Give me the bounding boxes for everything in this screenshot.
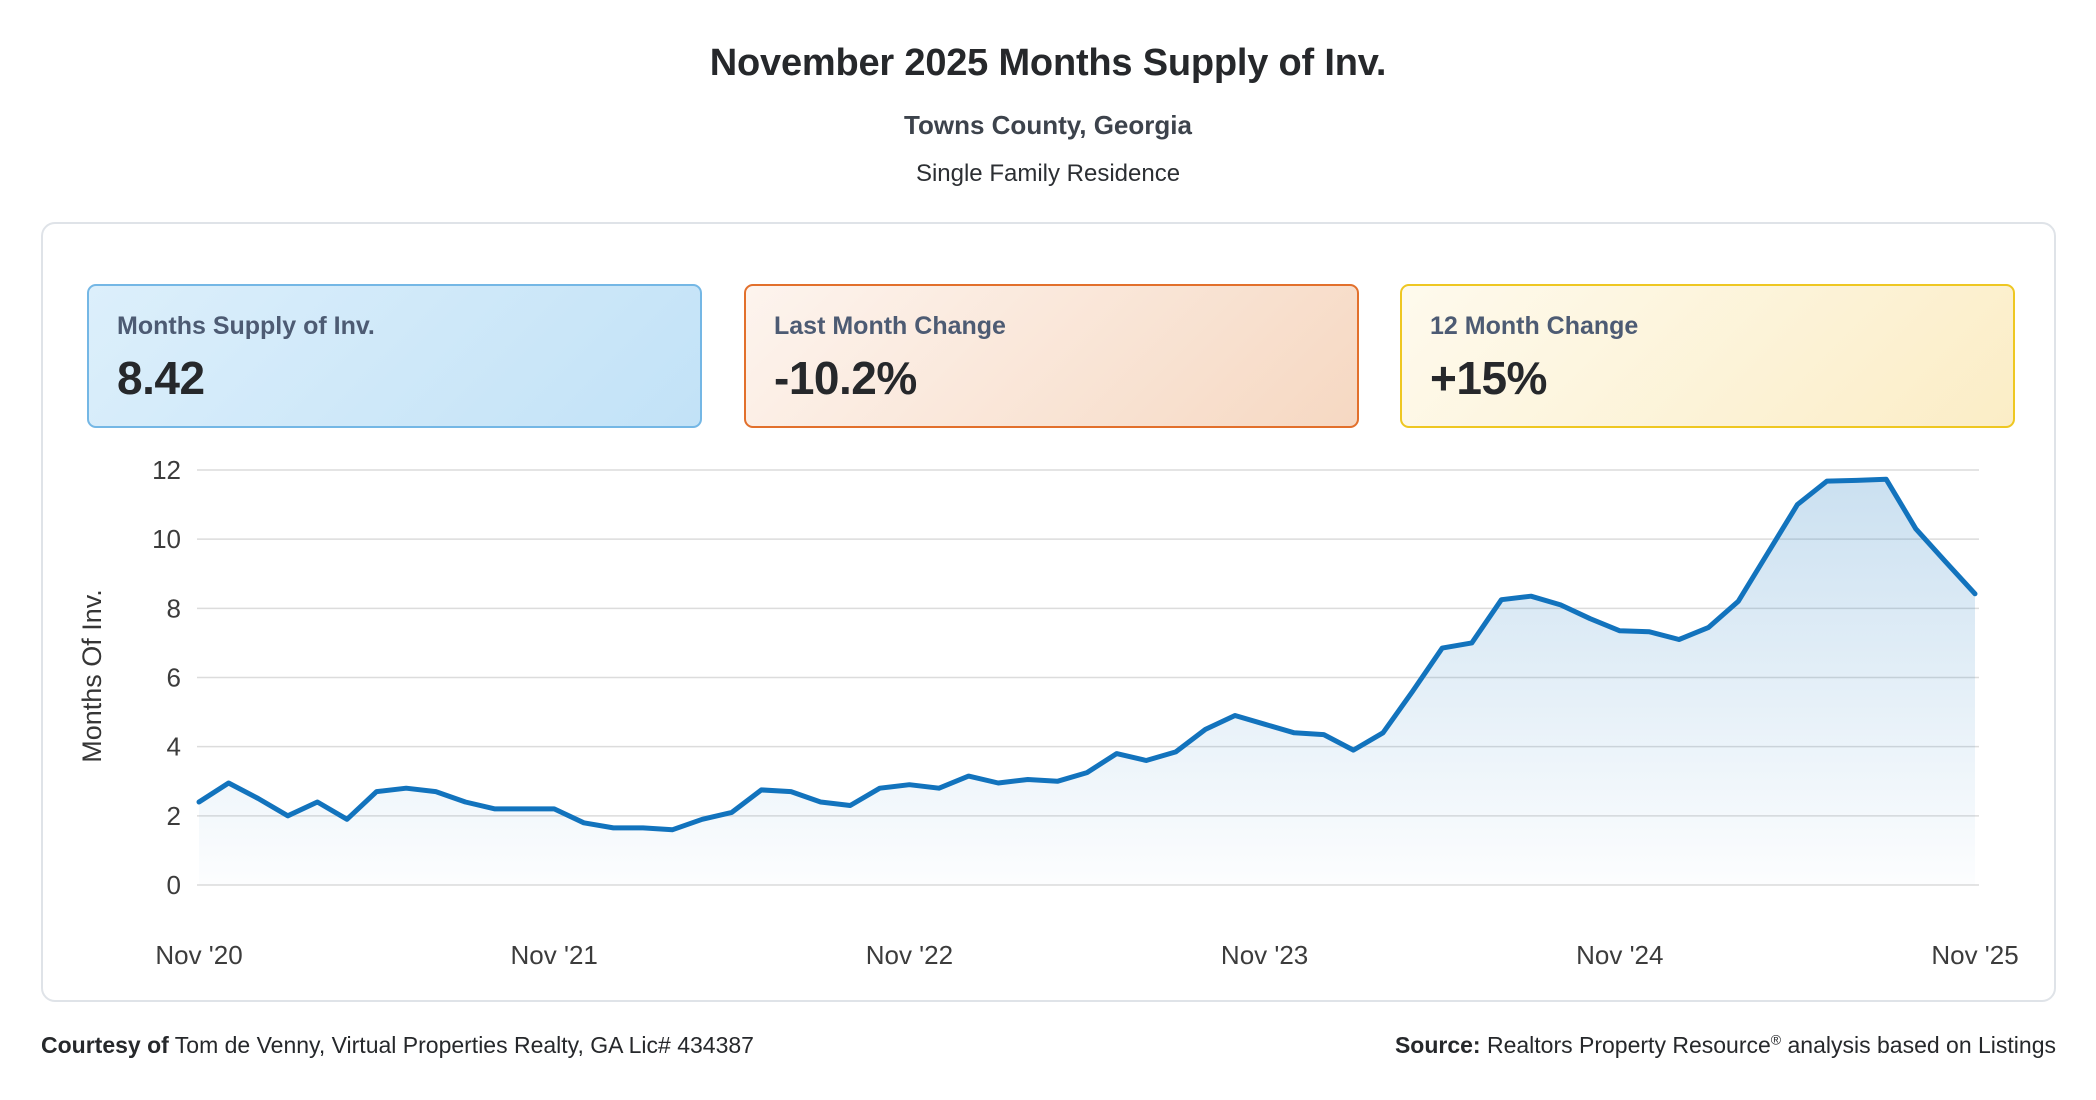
series-area-fill bbox=[199, 479, 1975, 885]
y-tick-label: 2 bbox=[167, 801, 181, 831]
y-tick-label: 12 bbox=[152, 455, 181, 485]
months-supply-chart-svg: 0 2 4 6 8 10 12 Months Of Inv. Nov '20 Nov '21 Nov… bbox=[77, 455, 2019, 970]
stat-card-12-month-change: 12 Month Change +15% bbox=[1400, 284, 2015, 428]
stat-card-label: 12 Month Change bbox=[1430, 312, 1639, 340]
courtesy-line: Courtesy of Tom de Venny, Virtual Proper… bbox=[41, 1032, 754, 1059]
stat-card-months-supply: Months Supply of Inv. 8.42 bbox=[87, 284, 702, 428]
footer: Courtesy of Tom de Venny, Virtual Proper… bbox=[41, 1032, 2056, 1072]
source-label: Source: bbox=[1394, 1032, 1481, 1058]
stat-card-last-month-change: Last Month Change -10.2% bbox=[744, 284, 1359, 428]
stat-card-value: -10.2% bbox=[774, 352, 917, 404]
x-tick-label: Nov '25 bbox=[1931, 940, 2018, 970]
series-line bbox=[196, 476, 1978, 833]
stat-card-label: Months Supply of Inv. bbox=[117, 312, 375, 340]
registered-trademark-symbol: ® bbox=[1770, 1031, 1782, 1048]
line-chart: 0 2 4 6 8 10 12 Months Of Inv. Nov '20 Nov '21 Nov… bbox=[43, 224, 2054, 1000]
y-tick-label: 8 bbox=[167, 593, 181, 623]
courtesy-label: Courtesy of bbox=[41, 1032, 169, 1058]
stat-card-value: +15% bbox=[1430, 352, 1547, 404]
y-axis-title: Months Of Inv. bbox=[77, 589, 107, 763]
x-tick-label: Nov '23 bbox=[1221, 940, 1308, 970]
x-tick-label: Nov '22 bbox=[866, 940, 953, 970]
stat-card-label: Last Month Change bbox=[774, 312, 1006, 340]
property-type-label: Single Family Residence bbox=[915, 160, 1181, 187]
y-tick-label: 6 bbox=[167, 663, 181, 693]
page-title: November 2025 Months Supply of Inv. bbox=[709, 42, 1387, 84]
chart-panel: Months Supply of Inv. 8.42 Last Month Ch… bbox=[41, 222, 2056, 1002]
x-tick-label: Nov '24 bbox=[1576, 940, 1663, 970]
courtesy-text: Tom de Venny, Virtual Properties Realty,… bbox=[168, 1032, 754, 1058]
source-name: Realtors Property Resource bbox=[1480, 1032, 1771, 1058]
source-suffix: analysis based on Listings bbox=[1781, 1032, 2056, 1058]
x-tick-label: Nov '20 bbox=[155, 940, 242, 970]
source-line: Source: Realtors Property Resource® anal… bbox=[1395, 1032, 2056, 1059]
y-tick-label: 0 bbox=[167, 870, 181, 900]
x-tick-label: Nov '21 bbox=[511, 940, 598, 970]
page-subtitle: Towns County, Georgia bbox=[904, 110, 1192, 140]
y-tick-label: 4 bbox=[167, 732, 181, 762]
y-tick-label: 10 bbox=[152, 524, 181, 554]
stat-card-value: 8.42 bbox=[117, 352, 205, 404]
